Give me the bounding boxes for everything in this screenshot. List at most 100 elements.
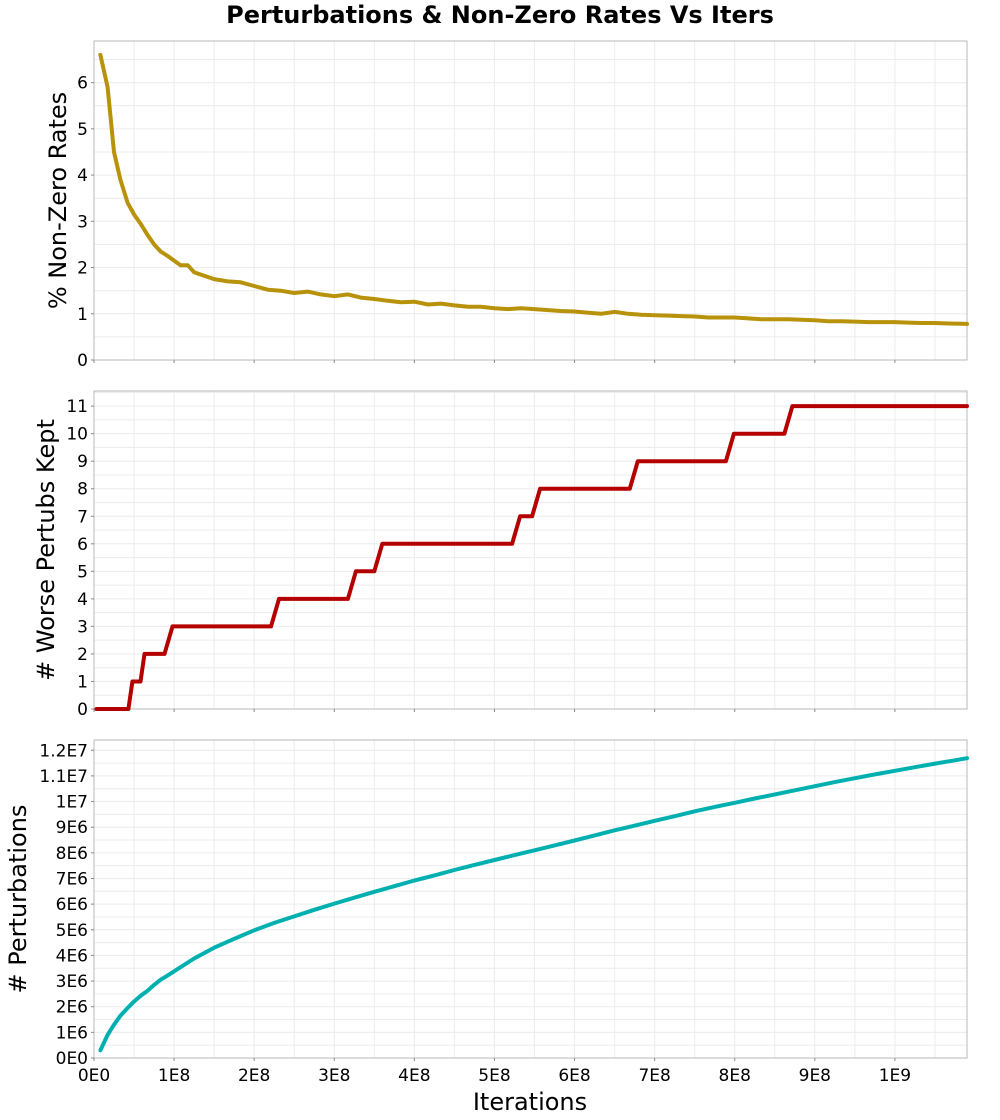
data-point bbox=[626, 312, 630, 316]
data-point bbox=[492, 306, 497, 310]
data-point bbox=[138, 994, 143, 998]
x-tick-label: 6E8 bbox=[558, 1066, 590, 1086]
data-point bbox=[126, 1006, 130, 1010]
data-point bbox=[873, 772, 877, 777]
data-point bbox=[452, 303, 456, 307]
data-point bbox=[352, 896, 356, 900]
x-tick-label: 5E8 bbox=[478, 1066, 510, 1086]
x-tick-label: 4E8 bbox=[398, 1066, 430, 1086]
data-point bbox=[266, 288, 270, 292]
data-point bbox=[633, 824, 637, 828]
x-tick-label: 8E8 bbox=[719, 1066, 751, 1086]
y-tick-label: 2E6 bbox=[56, 998, 88, 1018]
data-point bbox=[162, 652, 167, 656]
plot-frame bbox=[93, 390, 968, 710]
data-point bbox=[679, 314, 683, 318]
x-tick-label: 1E8 bbox=[158, 1066, 190, 1086]
plot-frame bbox=[93, 739, 968, 1059]
data-point bbox=[98, 1048, 102, 1052]
data-point bbox=[719, 315, 723, 320]
series-points bbox=[98, 53, 969, 326]
data-point bbox=[786, 317, 791, 321]
y-tick-label: 5E6 bbox=[56, 921, 88, 941]
x-tick-label: 9E8 bbox=[799, 1066, 831, 1086]
grid bbox=[93, 740, 967, 1059]
data-point bbox=[346, 597, 350, 601]
data-point bbox=[782, 432, 787, 436]
data-point bbox=[706, 315, 710, 320]
y-tick-label: 1E7 bbox=[56, 793, 88, 813]
data-point bbox=[186, 263, 190, 267]
y-tick-label: 3 bbox=[77, 617, 88, 637]
data-point bbox=[839, 319, 843, 323]
data-point bbox=[472, 863, 476, 867]
data-point bbox=[150, 652, 155, 656]
data-point bbox=[354, 569, 358, 573]
series-line bbox=[98, 756, 969, 1053]
data-point bbox=[198, 272, 203, 277]
data-point bbox=[252, 284, 256, 288]
data-point bbox=[412, 300, 416, 304]
data-point bbox=[613, 828, 617, 832]
data-point bbox=[919, 321, 923, 325]
data-point bbox=[965, 322, 969, 326]
data-point bbox=[586, 311, 590, 315]
x-tick-label: 1E9 bbox=[879, 1066, 911, 1086]
data-point bbox=[312, 908, 316, 912]
data-point bbox=[432, 873, 436, 878]
data-point bbox=[953, 758, 957, 762]
y-axis-label: % Non-Zero Rates bbox=[44, 92, 72, 309]
data-point bbox=[158, 978, 163, 982]
data-point bbox=[118, 1014, 122, 1018]
data-point bbox=[126, 201, 130, 205]
data-point bbox=[106, 1033, 110, 1037]
y-tick-label: 0 bbox=[77, 700, 88, 720]
data-point bbox=[965, 404, 969, 408]
data-point bbox=[269, 624, 273, 629]
data-point bbox=[142, 652, 147, 656]
data-point bbox=[538, 487, 542, 491]
y-tick-label: 8E6 bbox=[56, 844, 88, 864]
data-point bbox=[573, 838, 577, 843]
data-point bbox=[813, 318, 817, 322]
data-point bbox=[552, 843, 557, 848]
data-point bbox=[759, 317, 763, 321]
y-tick-label: 10 bbox=[66, 425, 88, 445]
data-point bbox=[746, 316, 750, 320]
data-point bbox=[853, 320, 857, 324]
data-point bbox=[277, 597, 281, 601]
data-point bbox=[372, 890, 376, 894]
data-point bbox=[753, 796, 757, 801]
data-point bbox=[132, 1000, 136, 1004]
data-point bbox=[152, 242, 156, 246]
data-point bbox=[799, 318, 803, 322]
data-point bbox=[332, 902, 336, 906]
data-point bbox=[733, 801, 737, 805]
data-point bbox=[399, 300, 403, 304]
data-point bbox=[380, 542, 384, 546]
grid bbox=[93, 391, 967, 710]
data-point bbox=[866, 320, 871, 324]
data-point bbox=[965, 756, 969, 760]
y-tick-label: 1.1E7 bbox=[39, 767, 88, 787]
data-point bbox=[192, 270, 196, 274]
data-point bbox=[833, 780, 837, 784]
data-point bbox=[530, 514, 534, 518]
data-point bbox=[166, 254, 170, 258]
y-tick-label: 9 bbox=[77, 452, 88, 472]
data-point bbox=[519, 306, 523, 310]
data-point bbox=[138, 679, 143, 684]
data-point bbox=[252, 928, 256, 932]
grid bbox=[93, 41, 967, 361]
y-tick-label: 4E6 bbox=[56, 946, 88, 966]
data-point bbox=[813, 784, 817, 788]
data-point bbox=[636, 459, 640, 463]
y-tick-label: 1.2E7 bbox=[39, 741, 88, 761]
data-point bbox=[913, 765, 917, 769]
data-point bbox=[466, 305, 470, 309]
data-point bbox=[933, 321, 937, 325]
data-point bbox=[172, 259, 176, 263]
data-point bbox=[724, 459, 728, 463]
y-tick-label: 0 bbox=[77, 351, 88, 371]
